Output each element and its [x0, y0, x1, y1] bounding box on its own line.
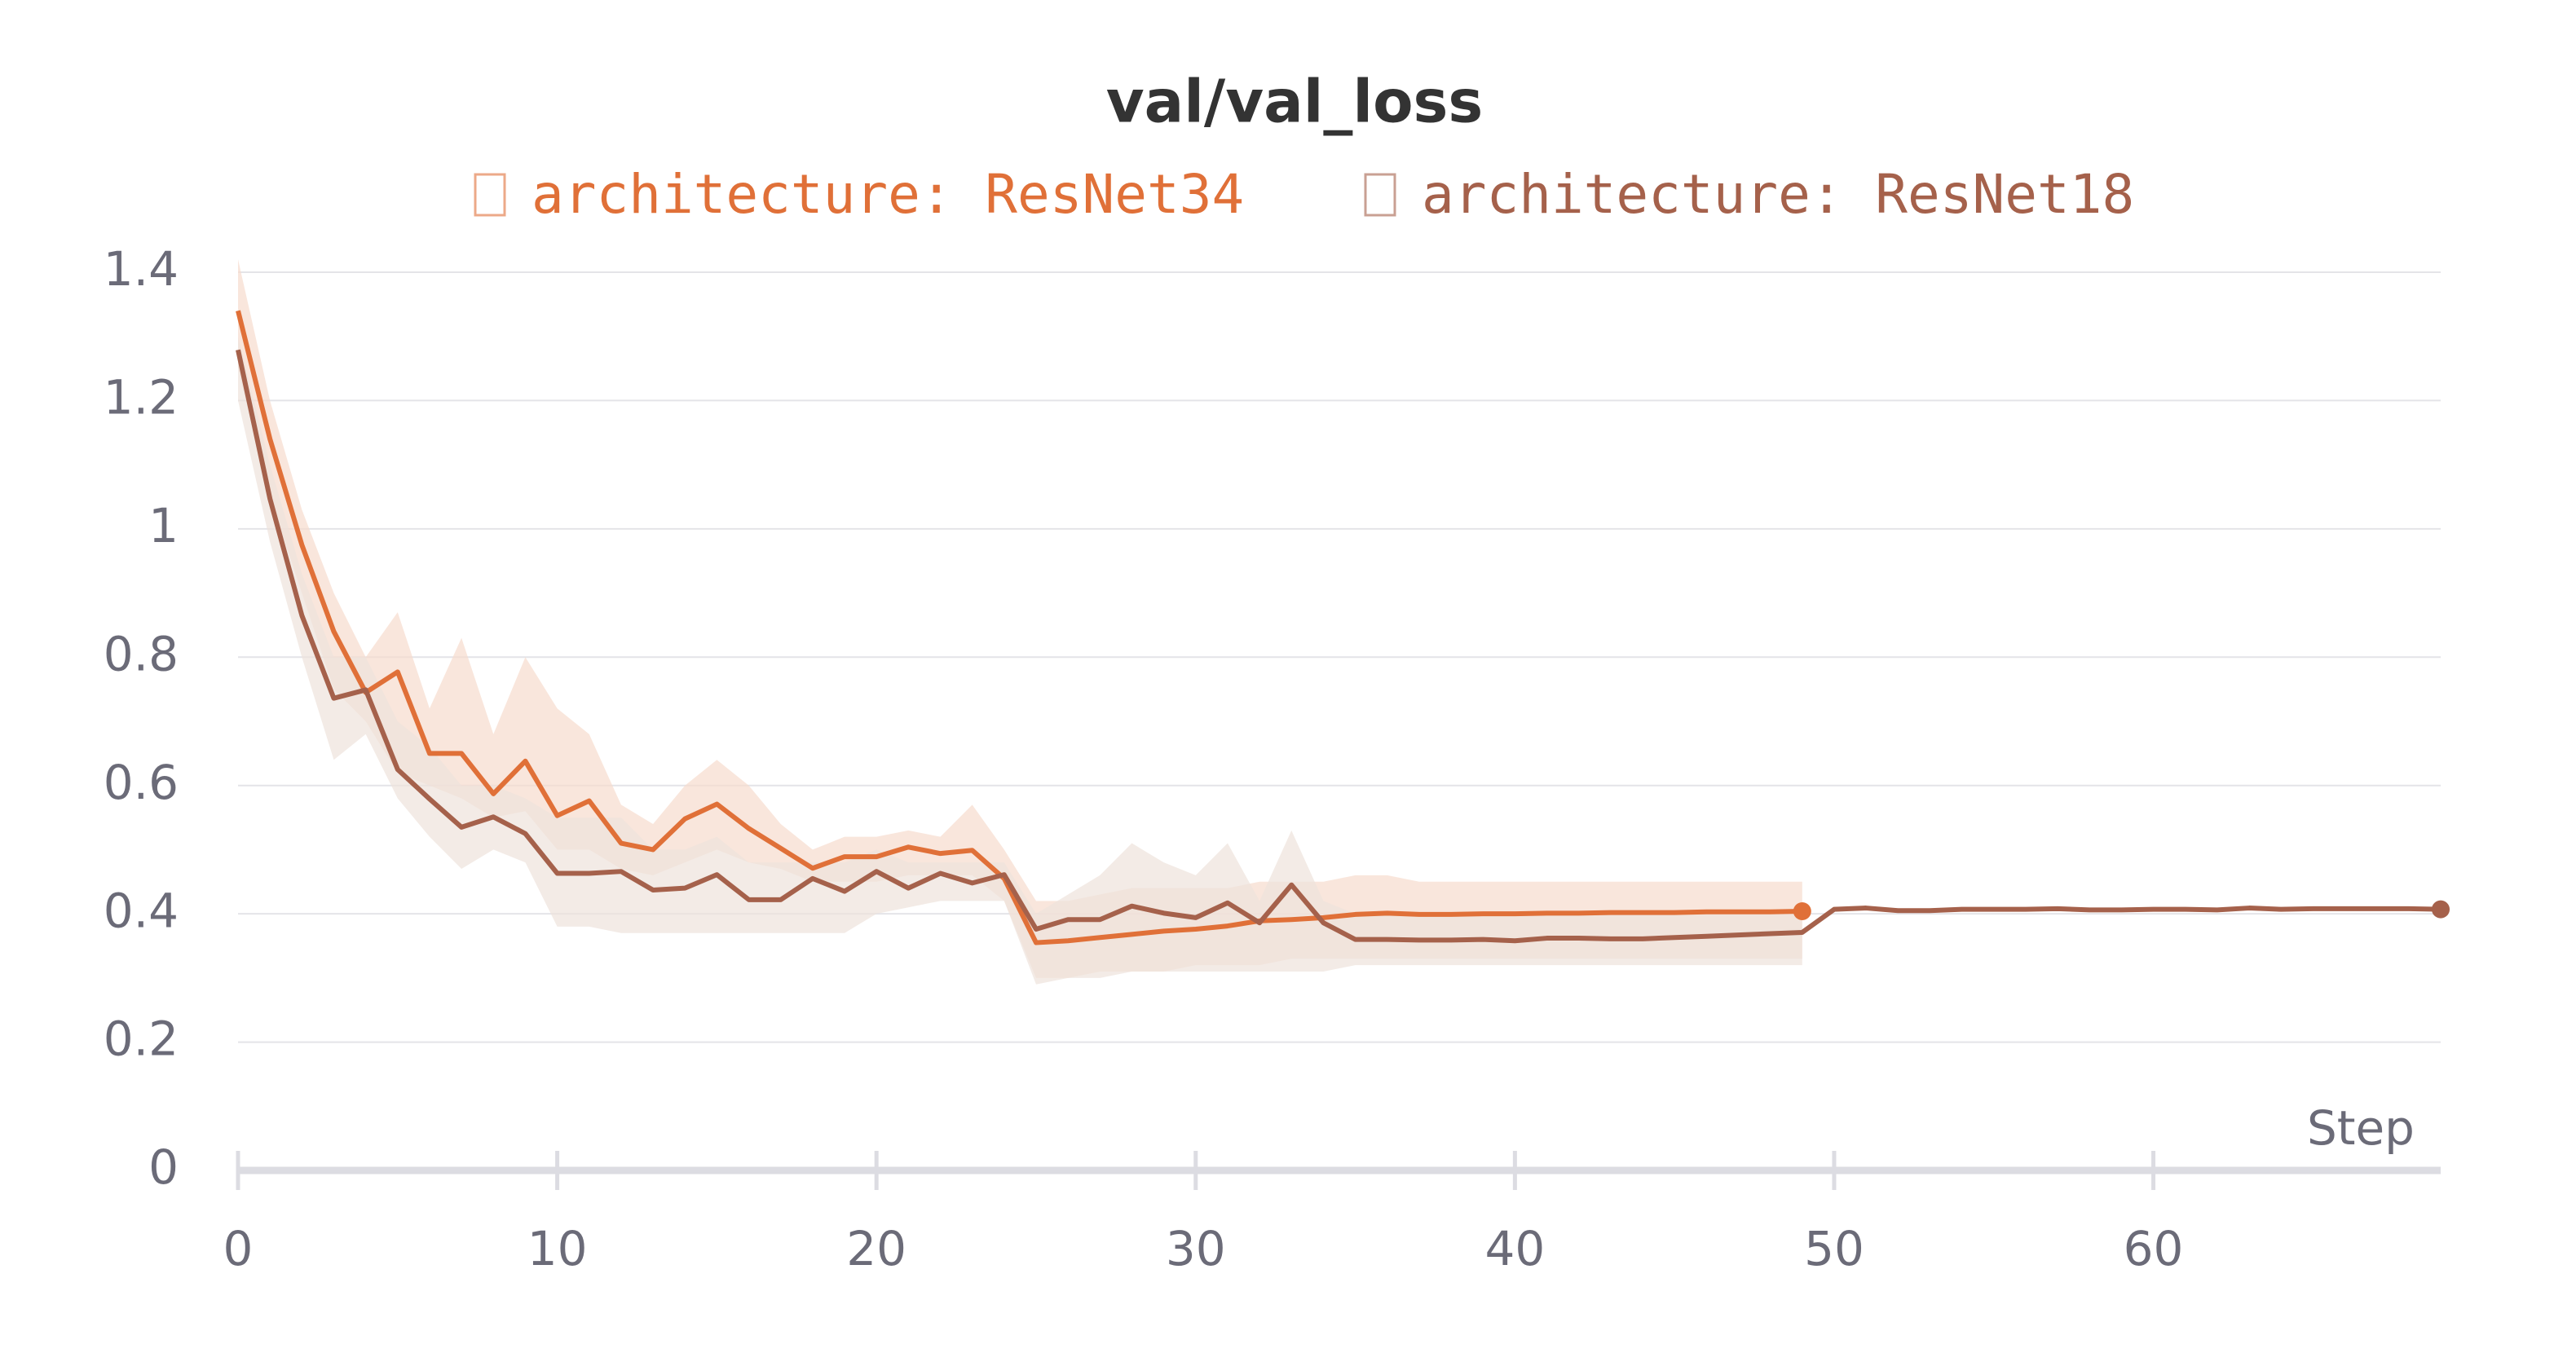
range-band: [238, 336, 1802, 985]
end-marker: [1793, 901, 1811, 920]
x-tick-label: 0: [223, 1221, 254, 1276]
y-tick-label: 0.2: [104, 1011, 179, 1067]
y-tick-label: 0: [148, 1139, 179, 1195]
x-tick-label: 10: [527, 1221, 588, 1276]
range-band: [238, 259, 1802, 978]
chart-title: val/val_loss: [1106, 68, 1484, 136]
y-tick-label: 1.2: [104, 370, 179, 425]
x-tick-label: 20: [846, 1221, 906, 1276]
legend-label: architecture: ResNet34: [532, 163, 1244, 226]
end-marker: [2432, 900, 2450, 919]
series-line: [236, 349, 2441, 944]
x-tick-label: 40: [1484, 1221, 1545, 1276]
series-line: [236, 310, 1802, 945]
y-tick-label: 0.4: [104, 883, 179, 938]
legend-swatch: [1364, 173, 1396, 217]
x-tick-label: 50: [1804, 1221, 1864, 1276]
legend-label: architecture: ResNet18: [1422, 163, 2134, 226]
y-tick-label: 0.8: [104, 626, 179, 681]
x-tick-label: 30: [1166, 1221, 1226, 1276]
y-tick-label: 1: [148, 498, 179, 553]
y-tick-label: 1.4: [104, 241, 179, 297]
y-tick-label: 0.6: [104, 755, 179, 810]
legend-swatch: [474, 173, 506, 217]
x-tick-label: 60: [2124, 1221, 2184, 1276]
x-axis-label: Step: [2307, 1100, 2415, 1156]
